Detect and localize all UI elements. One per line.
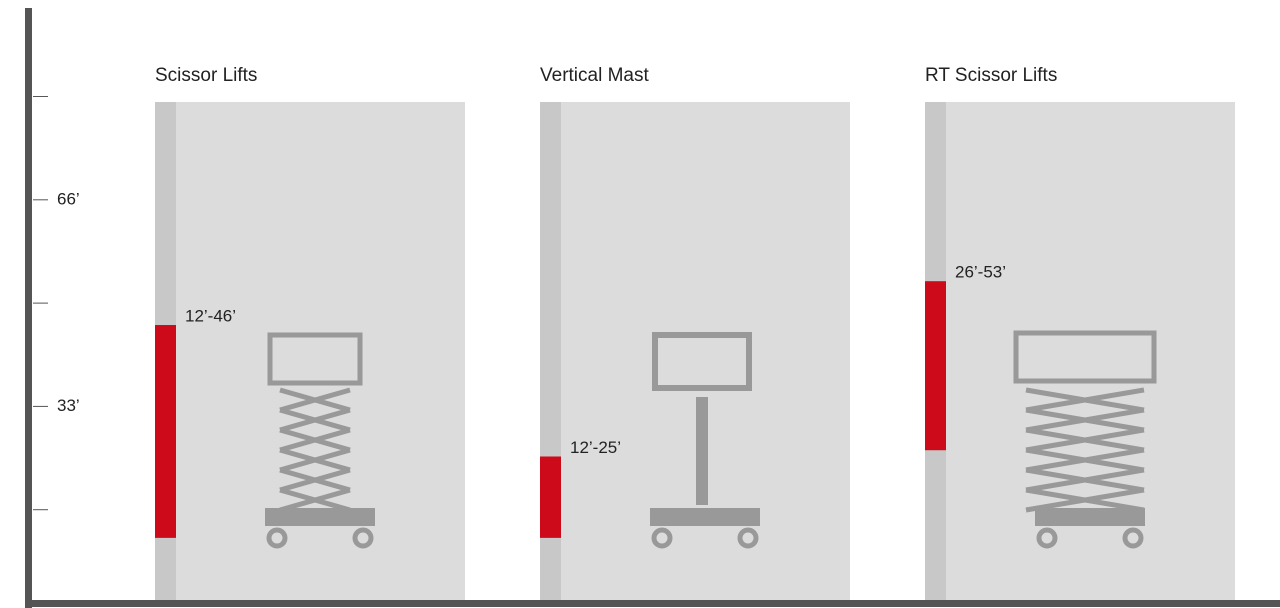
range-label: 12’-25’ <box>570 438 621 457</box>
panel <box>155 102 465 604</box>
range-label: 12’-46’ <box>185 307 236 326</box>
lift-icon <box>265 332 375 549</box>
mast <box>696 397 708 505</box>
range-bar <box>155 325 176 538</box>
wheel <box>1036 527 1058 549</box>
basket <box>652 332 752 391</box>
chassis <box>265 508 375 526</box>
wheel <box>737 527 759 549</box>
scissor <box>279 387 351 513</box>
range-bar <box>925 281 946 451</box>
x-axis <box>25 600 1280 607</box>
chassis <box>650 508 760 526</box>
panel <box>925 102 1235 604</box>
lift-icon <box>1013 330 1157 549</box>
basket <box>1013 330 1157 384</box>
basket <box>267 332 363 386</box>
scissor <box>1025 387 1145 513</box>
y-tick-label: 66’ <box>57 189 80 208</box>
panel-title: Scissor Lifts <box>155 65 257 86</box>
range-bar <box>540 456 561 538</box>
y-tick-label: 33’ <box>57 396 80 415</box>
wheel <box>352 527 374 549</box>
chassis <box>1035 508 1145 526</box>
y-axis <box>25 8 32 608</box>
panel-title: RT Scissor Lifts <box>925 65 1057 86</box>
panel <box>540 102 850 604</box>
wheel <box>1122 527 1144 549</box>
wheel <box>651 527 673 549</box>
panel-title: Vertical Mast <box>540 65 649 86</box>
lift-icon <box>650 332 760 549</box>
range-label: 26’-53’ <box>955 263 1006 282</box>
wheel <box>266 527 288 549</box>
